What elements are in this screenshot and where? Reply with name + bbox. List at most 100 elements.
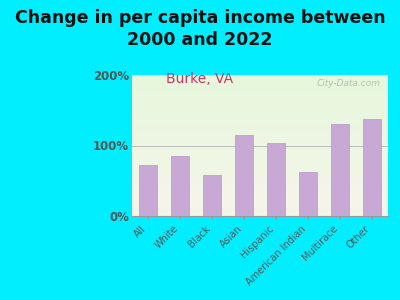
Bar xyxy=(132,199,388,200)
Bar xyxy=(132,91,388,92)
Bar xyxy=(132,203,388,205)
Bar xyxy=(132,165,388,166)
Bar xyxy=(235,135,253,216)
Bar xyxy=(132,113,388,115)
Bar xyxy=(132,188,388,189)
Bar xyxy=(132,209,388,210)
Bar xyxy=(132,88,388,89)
Bar xyxy=(132,136,388,137)
Bar xyxy=(132,79,388,81)
Bar xyxy=(132,81,388,82)
Bar xyxy=(132,206,388,208)
Bar xyxy=(132,95,388,96)
Bar xyxy=(132,99,388,100)
Bar xyxy=(132,160,388,161)
Bar xyxy=(132,131,388,133)
Bar xyxy=(132,96,388,98)
Bar xyxy=(363,119,381,216)
Bar xyxy=(171,156,189,216)
Bar xyxy=(132,92,388,93)
Bar xyxy=(132,208,388,209)
Bar xyxy=(132,112,388,113)
Bar xyxy=(132,107,388,109)
Bar xyxy=(132,154,388,155)
Bar xyxy=(132,117,388,119)
Bar xyxy=(132,174,388,175)
Bar xyxy=(132,110,388,112)
Bar xyxy=(132,122,388,123)
Bar xyxy=(132,169,388,171)
Bar xyxy=(132,127,388,129)
Bar xyxy=(132,109,388,110)
Bar xyxy=(132,184,388,185)
Bar xyxy=(132,214,388,216)
Bar xyxy=(132,200,388,202)
Bar xyxy=(132,126,388,127)
Bar xyxy=(132,100,388,102)
Bar xyxy=(132,175,388,176)
Bar xyxy=(132,141,388,143)
Text: Change in per capita income between
2000 and 2022: Change in per capita income between 2000… xyxy=(15,9,385,49)
Text: City-Data.com: City-Data.com xyxy=(316,79,380,88)
Bar xyxy=(132,151,388,152)
Bar xyxy=(132,129,388,130)
Bar xyxy=(132,176,388,178)
Bar xyxy=(132,205,388,206)
Bar xyxy=(132,171,388,172)
Bar xyxy=(132,186,388,188)
Bar xyxy=(132,133,388,134)
Bar xyxy=(132,192,388,194)
Bar xyxy=(132,194,388,195)
Bar xyxy=(132,76,388,78)
Bar xyxy=(132,185,388,186)
Bar xyxy=(299,172,317,216)
Bar xyxy=(267,143,285,216)
Bar xyxy=(132,143,388,144)
Bar xyxy=(132,105,388,106)
Bar xyxy=(132,130,388,131)
Bar xyxy=(132,78,388,79)
Bar xyxy=(132,168,388,170)
Bar xyxy=(132,89,388,91)
Bar xyxy=(132,103,388,105)
Bar xyxy=(132,155,388,157)
Bar xyxy=(132,181,388,182)
Bar xyxy=(132,179,388,181)
Bar xyxy=(132,86,388,88)
Bar xyxy=(132,115,388,116)
Bar xyxy=(132,198,388,199)
Bar xyxy=(139,164,157,216)
Bar xyxy=(132,137,388,138)
Bar xyxy=(132,116,388,117)
Bar xyxy=(132,123,388,124)
Bar xyxy=(132,212,388,213)
Bar xyxy=(132,98,388,99)
Bar xyxy=(132,120,388,122)
Bar xyxy=(132,85,388,86)
Bar xyxy=(132,157,388,158)
Bar xyxy=(132,83,388,85)
Bar xyxy=(132,152,388,154)
Bar xyxy=(132,210,388,212)
Bar xyxy=(331,124,349,216)
Text: Burke, VA: Burke, VA xyxy=(166,72,234,86)
Bar xyxy=(132,82,388,83)
Bar xyxy=(132,162,388,164)
Bar xyxy=(132,172,388,174)
Bar xyxy=(132,150,388,151)
Bar xyxy=(132,93,388,95)
Bar xyxy=(132,147,388,148)
Bar xyxy=(132,189,388,190)
Bar xyxy=(132,190,388,192)
Bar xyxy=(132,146,388,147)
Bar xyxy=(132,119,388,120)
Bar xyxy=(132,158,388,160)
Bar xyxy=(132,161,388,162)
Bar xyxy=(132,124,388,126)
Bar xyxy=(132,102,388,103)
Bar xyxy=(132,178,388,179)
Bar xyxy=(132,167,388,168)
Bar xyxy=(132,148,388,150)
Bar xyxy=(132,144,388,146)
Bar xyxy=(203,175,221,216)
